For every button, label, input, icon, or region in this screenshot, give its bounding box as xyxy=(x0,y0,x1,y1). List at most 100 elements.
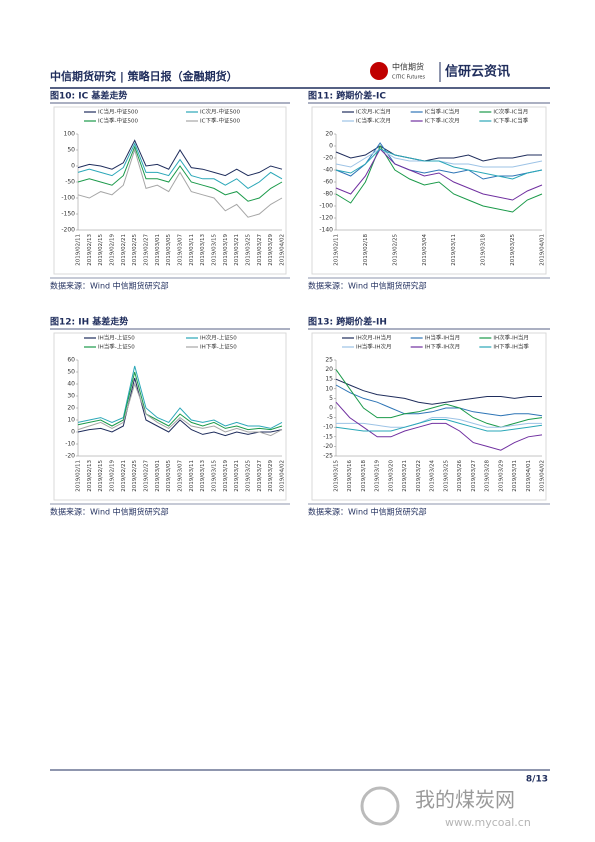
legend-label: IC次月-IC当月 xyxy=(356,108,391,116)
y-tick-label: 0 xyxy=(71,429,75,436)
x-tick-label: 2019/03/21 xyxy=(234,460,240,492)
y-tick-label: -5 xyxy=(327,414,333,421)
legend-label: IH次月-IH当月 xyxy=(356,334,392,342)
x-tick-label: 2019/03/13 xyxy=(200,234,206,266)
series-line xyxy=(335,145,542,162)
x-tick-label: 2019/03/20 xyxy=(388,460,394,492)
x-tick-label: 2019/03/26 xyxy=(457,460,463,492)
y-tick-label: -20 xyxy=(323,443,333,450)
x-tick-label: 2019/03/05 xyxy=(166,234,172,266)
legend-label: IH次月-上证50 xyxy=(200,334,237,342)
x-tick-label: 2019/03/04 xyxy=(422,234,428,266)
x-tick-label: 2019/03/19 xyxy=(375,460,381,492)
x-tick-label: 2019/03/24 xyxy=(430,460,436,492)
legend-label: IH下季-IH当季 xyxy=(493,343,529,351)
x-tick-label: 2019/02/27 xyxy=(144,460,150,492)
series-line xyxy=(335,419,543,432)
plot-frame xyxy=(53,106,287,275)
plot-frame xyxy=(311,106,547,275)
x-tick-label: 2019/02/25 xyxy=(132,234,138,266)
x-tick-label: 2019/03/11 xyxy=(451,234,457,266)
x-tick-label: 2019/03/01 xyxy=(155,460,161,492)
legend-label: IH当月-上证50 xyxy=(98,334,135,342)
legend-label: IC次月-中证500 xyxy=(200,108,240,116)
legend-label: IH下季-IH次月 xyxy=(425,343,461,351)
series-line xyxy=(77,371,283,431)
series-line xyxy=(77,145,283,202)
legend-label: IH当季-上证50 xyxy=(98,343,135,351)
x-tick-label: 2019/03/15 xyxy=(212,234,218,266)
x-tick-label: 2019/03/11 xyxy=(189,234,195,266)
legend-label: IC当季-IC次月 xyxy=(356,117,391,125)
x-tick-label: 2019/03/21 xyxy=(402,460,408,492)
x-tick-label: 2019/03/29 xyxy=(268,234,274,266)
y-tick-label: 30 xyxy=(67,393,75,400)
x-tick-label: 2019/04/02 xyxy=(280,460,286,492)
x-tick-label: 2019/02/21 xyxy=(121,234,127,266)
watermark-url: www.mycoal.cn xyxy=(445,816,531,829)
y-tick-label: -80 xyxy=(323,191,333,198)
watermark-icon xyxy=(360,786,400,826)
x-tick-label: 2019/03/15 xyxy=(334,460,340,492)
x-tick-label: 2019/03/07 xyxy=(178,234,184,266)
x-tick-label: 2019/02/25 xyxy=(392,234,398,266)
plot-frame xyxy=(311,332,547,501)
y-tick-label: 20 xyxy=(67,405,75,412)
legend-label: IC次季-IC当月 xyxy=(493,108,528,116)
x-tick-label: 2019/03/27 xyxy=(257,460,263,492)
y-tick-label: 0 xyxy=(329,405,333,412)
x-tick-label: 2019/03/18 xyxy=(481,234,487,266)
x-tick-label: 2019/02/18 xyxy=(363,234,369,266)
header-title: 中信期货研究 | 策略日报（金融期货） xyxy=(50,69,238,83)
series-line xyxy=(77,365,283,429)
x-tick-label: 2019/02/21 xyxy=(121,460,127,492)
legend-label: IC下季-IC次月 xyxy=(425,117,460,125)
y-tick-label: 60 xyxy=(67,357,75,364)
y-tick-label: -150 xyxy=(61,211,75,218)
legend-label: IC下季-IC当季 xyxy=(493,117,528,125)
y-tick-label: 15 xyxy=(325,376,333,383)
legend-label: IC下季-中证500 xyxy=(200,117,240,125)
y-tick-label: 40 xyxy=(67,381,75,388)
y-tick-label: 25 xyxy=(325,357,333,364)
series-line xyxy=(77,142,283,190)
y-tick-label: -50 xyxy=(65,179,75,186)
x-tick-label: 2019/02/15 xyxy=(98,460,104,492)
x-tick-label: 2019/03/07 xyxy=(178,460,184,492)
y-tick-label: 0 xyxy=(329,143,333,150)
legend-label: IC当季-中证500 xyxy=(98,117,138,125)
series-line xyxy=(336,417,542,428)
y-tick-label: -200 xyxy=(61,227,75,234)
x-tick-label: 2019/03/05 xyxy=(166,460,172,492)
series-line xyxy=(335,384,543,417)
x-tick-label: 2019/03/29 xyxy=(498,460,504,492)
x-tick-label: 2019/02/19 xyxy=(110,460,116,492)
x-tick-label: 2019/03/21 xyxy=(234,234,240,266)
figure-source: 数据来源：Wind 中信期货研究部 xyxy=(50,281,169,291)
figure-title: 图11: 跨期价差-IC xyxy=(308,90,386,102)
page-number: 8/13 xyxy=(526,775,548,785)
brand: 信研云资讯 xyxy=(445,64,510,80)
x-tick-label: 2019/03/22 xyxy=(416,460,422,492)
x-tick-label: 2019/03/11 xyxy=(189,460,195,492)
x-tick-label: 2019/03/18 xyxy=(361,460,367,492)
figure-title: 图13: 跨期价差-IH xyxy=(308,316,387,328)
x-tick-label: 2019/03/19 xyxy=(223,234,229,266)
x-tick-label: 2019/02/27 xyxy=(144,234,150,266)
series-line xyxy=(77,382,283,437)
x-tick-label: 2019/02/13 xyxy=(87,460,93,492)
x-tick-label: 2019/04/01 xyxy=(526,460,532,492)
y-tick-label: -25 xyxy=(323,453,333,460)
figure-source: 数据来源：Wind 中信期货研究部 xyxy=(50,507,169,517)
plot-frame xyxy=(53,332,287,501)
y-tick-label: 20 xyxy=(325,366,333,373)
y-tick-label: 100 xyxy=(64,131,76,138)
figure-title: 图12: IH 基差走势 xyxy=(50,316,128,328)
x-tick-label: 2019/02/11 xyxy=(334,234,340,266)
y-tick-label: -120 xyxy=(319,215,333,222)
figure-title: 图10: IC 基差走势 xyxy=(50,90,127,102)
y-tick-label: -10 xyxy=(323,424,333,431)
x-tick-label: 2019/02/25 xyxy=(132,460,138,492)
legend-label: IH下季-上证50 xyxy=(200,343,237,351)
